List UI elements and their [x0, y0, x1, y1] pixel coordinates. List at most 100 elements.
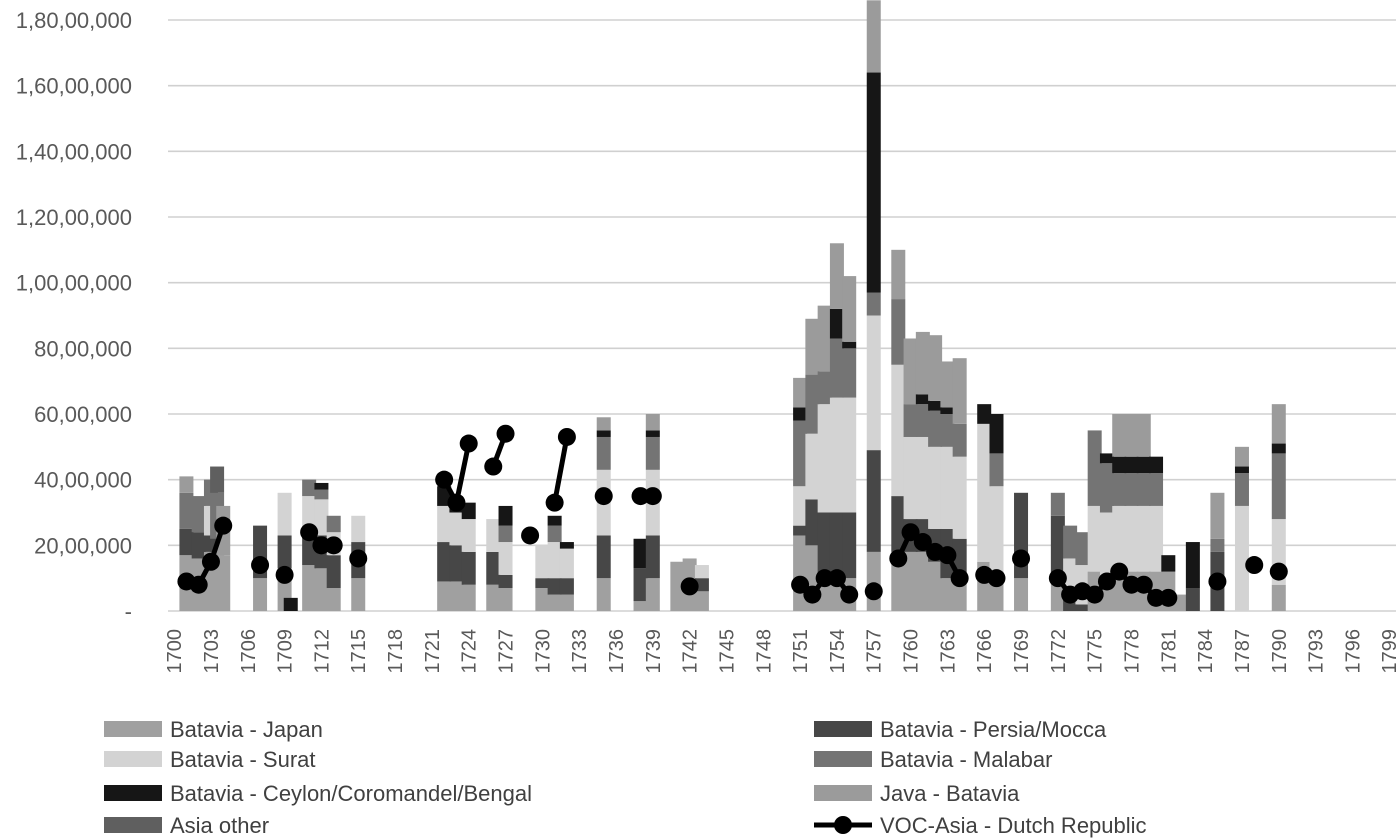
x-tick-label: 1700 — [164, 629, 186, 674]
legend-item-batavia-surat: Batavia - Surat — [104, 747, 316, 772]
voc-line-point — [803, 585, 822, 604]
bar-batavia-japan — [915, 551, 930, 611]
bar-batavia-malabar — [842, 348, 857, 398]
voc-asia-line — [177, 424, 1288, 607]
bar-java-batavia — [817, 305, 832, 372]
voc-line-point — [545, 493, 564, 512]
bar-batavia-surat — [1124, 505, 1139, 572]
x-tick-label: 1709 — [275, 629, 297, 674]
bar-batavia-surat — [351, 515, 366, 543]
bar-batavia-japan — [866, 551, 881, 611]
bar-batavia-persia-mocca — [829, 512, 844, 579]
voc-line-point — [594, 487, 613, 506]
voc-line-point — [1245, 556, 1264, 575]
bar-batavia-surat — [277, 492, 292, 536]
bar-batavia-japan — [1014, 578, 1029, 611]
bar-java-batavia — [940, 361, 955, 408]
bar-batavia-persia-mocca — [486, 551, 501, 585]
stacked-bars — [179, 0, 1286, 611]
bar-batavia-surat — [842, 397, 857, 513]
bar-batavia-malabar — [829, 338, 844, 398]
bar-java-batavia — [1271, 404, 1286, 444]
legend-swatch — [814, 751, 872, 767]
bar-batavia-persia-mocca — [1050, 515, 1065, 579]
bar-batavia-persia-mocca — [559, 578, 574, 595]
voc-line-point — [324, 536, 343, 555]
bar-batavia-surat — [817, 404, 832, 513]
bar-batavia-ceylon-coromandel-bengal — [1124, 456, 1139, 474]
voc-line-point — [251, 556, 270, 575]
x-tick-label: 1733 — [569, 629, 591, 674]
bar-batavia-japan — [326, 588, 341, 611]
x-tick-label: 1724 — [459, 629, 481, 674]
bar-batavia-surat — [1149, 505, 1164, 572]
x-tick-label: 1745 — [716, 629, 738, 674]
bar-batavia-japan — [928, 561, 943, 611]
legend-item-batavia-ceylon-coromandel-bengal: Batavia - Ceylon/Coromandel/Bengal — [104, 781, 532, 806]
bar-batavia-japan — [1271, 584, 1286, 611]
bar-batavia-malabar — [1210, 538, 1225, 552]
bar-java-batavia — [952, 358, 967, 424]
bar-batavia-surat — [1234, 505, 1249, 611]
legend-item-batavia-persia-mocca: Batavia - Persia/Mocca — [814, 717, 1107, 742]
legend-label: Batavia - Japan — [170, 717, 323, 742]
bar-batavia-malabar — [1149, 473, 1164, 506]
bar-batavia-surat — [449, 512, 464, 546]
bar-batavia-persia-mocca — [535, 578, 550, 589]
bar-batavia-japan — [645, 578, 660, 611]
bar-batavia-surat — [805, 433, 820, 500]
x-tick-label: 1763 — [937, 629, 959, 674]
bar-batavia-surat — [866, 315, 881, 451]
bar-batavia-ceylon-coromandel-bengal — [928, 400, 943, 411]
y-tick-label: 40,00,000 — [34, 468, 132, 493]
x-tick-label: 1718 — [385, 629, 407, 674]
bar-batavia-surat — [928, 446, 943, 529]
bar-batavia-japan — [633, 601, 648, 611]
bar-batavia-malabar — [179, 492, 194, 529]
bar-batavia-malabar — [928, 410, 943, 447]
bar-batavia-persia-mocca — [866, 450, 881, 552]
legend-item-batavia-japan: Batavia - Japan — [104, 717, 323, 742]
voc-line-point — [791, 575, 810, 594]
legend-label: Batavia - Persia/Mocca — [880, 717, 1107, 742]
x-tick-label: 1772 — [1048, 629, 1070, 674]
x-tick-label: 1796 — [1342, 629, 1364, 674]
bar-java-batavia — [829, 243, 844, 309]
bar-batavia-ceylon-coromandel-bengal — [829, 308, 844, 339]
bar-java-batavia — [1234, 446, 1249, 467]
bar-batavia-surat — [694, 565, 709, 579]
bar-batavia-ceylon-coromandel-bengal — [1234, 466, 1249, 474]
bar-batavia-surat — [535, 545, 550, 579]
bar-batavia-surat — [461, 519, 476, 552]
bar-batavia-persia-mocca — [277, 535, 292, 569]
bar-batavia-ceylon-coromandel-bengal — [1136, 456, 1151, 474]
bar-batavia-japan — [302, 565, 317, 611]
bar-batavia-malabar — [191, 496, 206, 533]
bar-batavia-persia-mocca — [437, 542, 452, 582]
voc-line-point — [447, 493, 466, 512]
voc-line-point — [349, 549, 368, 568]
bar-batavia-ceylon-coromandel-bengal — [596, 430, 611, 437]
bar-java-batavia — [1124, 414, 1139, 457]
bar-batavia-surat — [903, 436, 918, 520]
bar-batavia-persia-mocca — [179, 528, 194, 556]
bar-batavia-ceylon-coromandel-bengal — [559, 542, 574, 549]
bar-batavia-malabar — [1087, 430, 1102, 506]
bar-batavia-japan — [216, 555, 231, 611]
voc-line-point — [987, 569, 1006, 588]
voc-line-point — [1085, 585, 1104, 604]
bar-batavia-persia-mocca — [633, 568, 648, 602]
legend-label: Batavia - Surat — [170, 747, 316, 772]
bar-batavia-ceylon-coromandel-bengal — [547, 515, 562, 526]
bar-batavia-ceylon-coromandel-bengal — [498, 505, 513, 526]
bar-java-batavia — [1112, 414, 1127, 457]
bar-batavia-malabar — [891, 299, 906, 365]
voc-line-point — [827, 569, 846, 588]
bar-batavia-ceylon-coromandel-bengal — [1149, 456, 1164, 474]
bar-batavia-persia-mocca — [891, 496, 906, 552]
voc-line-point — [643, 487, 662, 506]
bar-batavia-malabar — [952, 423, 967, 457]
y-tick-label: 20,00,000 — [34, 533, 132, 558]
x-tick-label: 1799 — [1379, 629, 1400, 674]
